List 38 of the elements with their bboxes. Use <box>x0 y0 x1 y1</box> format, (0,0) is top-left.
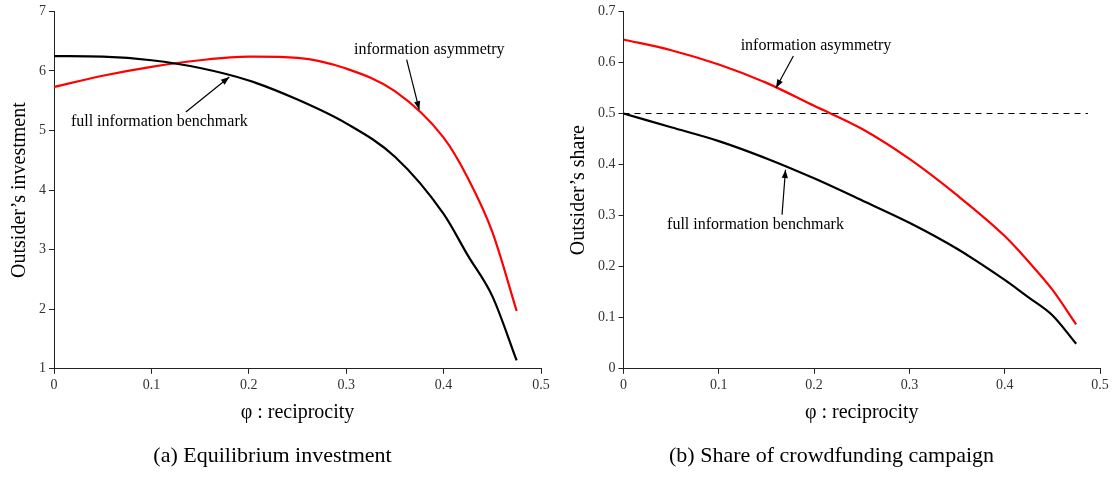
x-tick-label: 0.3 <box>900 376 919 392</box>
y-tick-label: 0.2 <box>598 258 616 274</box>
line-series <box>623 38 1078 326</box>
y-tick-label: 0.1 <box>598 309 616 325</box>
x-tick-label: 0.4 <box>995 376 1014 392</box>
annotation: information asymmetry <box>740 36 892 55</box>
y-tick-label: 0 <box>608 360 616 376</box>
y-tick-label: 7 <box>39 3 46 19</box>
y-tick-label: 4 <box>39 181 46 197</box>
y-tick-label: 0.3 <box>598 207 616 223</box>
x-tick-label: 0.2 <box>240 376 258 392</box>
x-tick-label: 0 <box>620 376 627 392</box>
y-tick-label: 0.5 <box>598 105 616 121</box>
text: (a) Equilibrium investment <box>153 441 392 467</box>
annotation: full information benchmark <box>70 112 248 130</box>
x-tick-label: 0.5 <box>532 376 550 392</box>
x-axis-title: φ : reciprocity <box>240 399 355 423</box>
y-tick-label: 0.6 <box>598 54 616 70</box>
x-axis-title: φ : reciprocity <box>804 399 919 423</box>
x-tick-label: 0.4 <box>434 376 453 392</box>
x-tick-label: 0.5 <box>1091 376 1109 392</box>
y-tick-label: 1 <box>39 360 46 376</box>
annotation: full information benchmark <box>667 214 844 232</box>
x-tick-label: 0 <box>50 376 58 392</box>
x-tick-label: 0.1 <box>142 376 161 392</box>
y-tick-label: 3 <box>39 241 46 257</box>
x-tick-label: 0.3 <box>337 376 355 392</box>
y-tick-label: 0.7 <box>598 3 616 19</box>
x-tick-label: 0.1 <box>710 376 728 392</box>
y-tick-label: 6 <box>39 62 46 78</box>
y-axis-title: Outsider’s investment <box>7 101 30 278</box>
y-tick-label: 5 <box>39 122 46 138</box>
y-axis-title: Outsider’s share <box>566 124 589 256</box>
text: (b) Share of crowdfunding campaign <box>668 441 995 467</box>
x-tick-label: 0.2 <box>805 376 823 392</box>
annotation: information asymmetry <box>353 39 505 58</box>
y-tick-label: 0.4 <box>598 156 616 172</box>
y-tick-label: 2 <box>39 300 46 316</box>
